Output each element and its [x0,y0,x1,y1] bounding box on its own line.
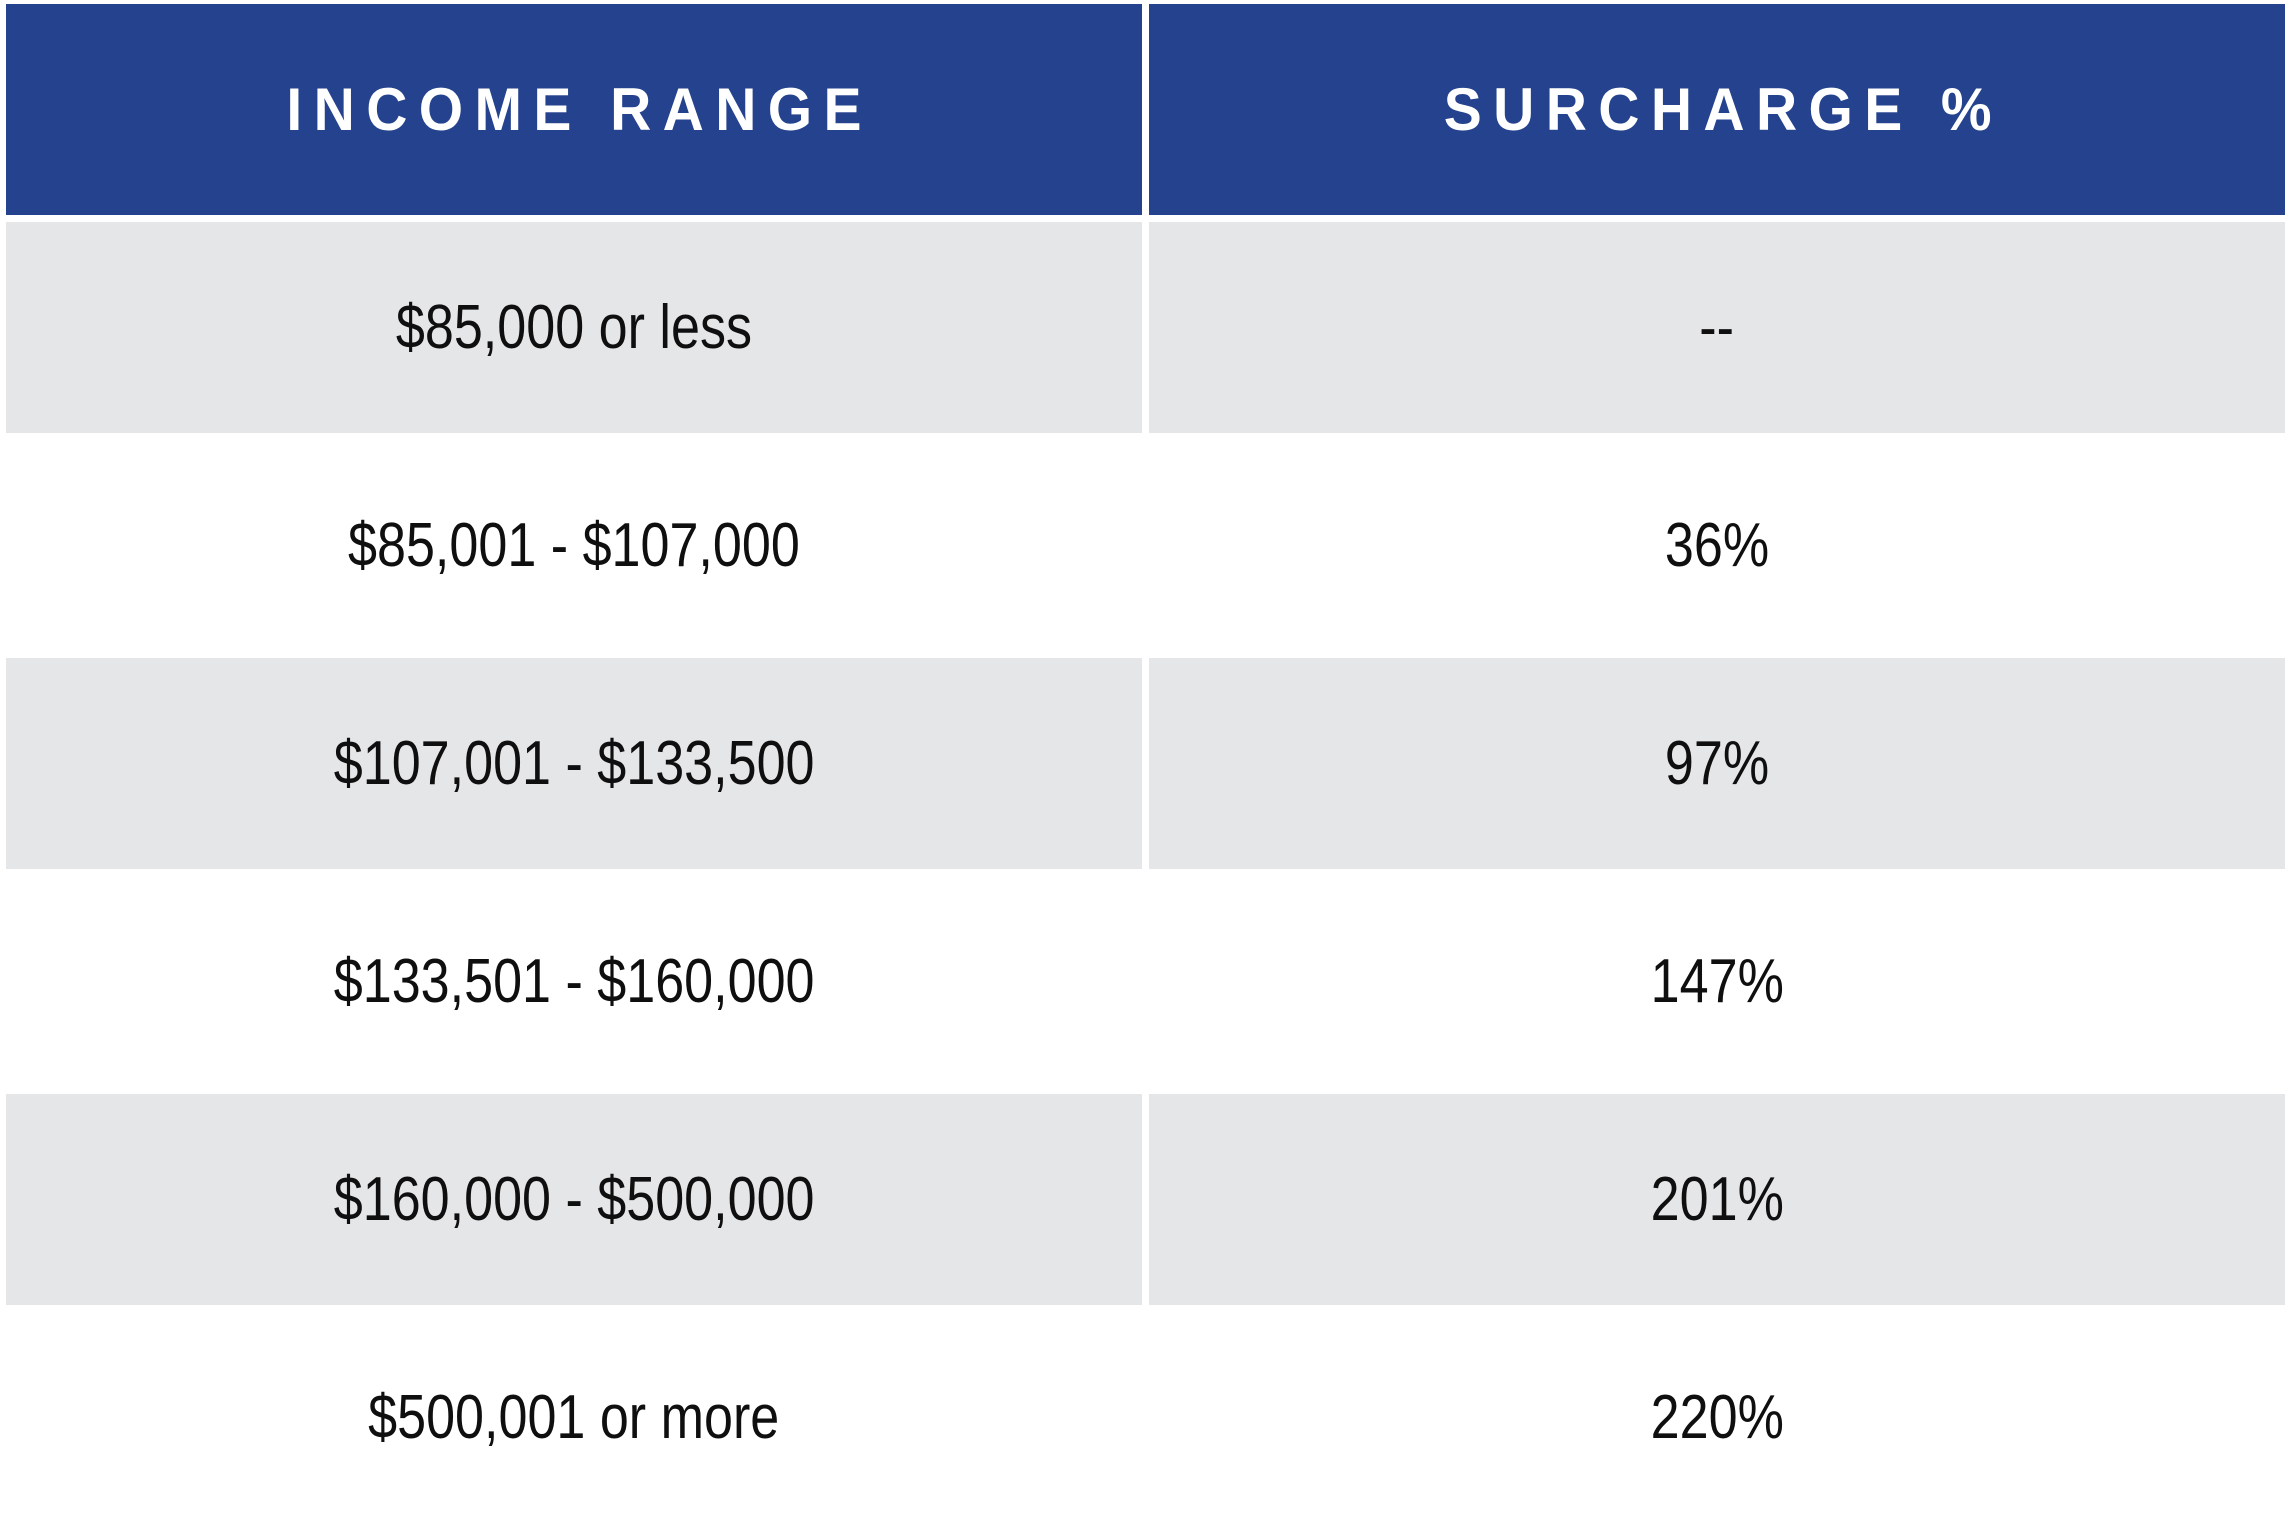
surcharge-value: 201% [1650,1165,1784,1234]
income-range-cell: $85,001 - $107,000 [6,440,1142,651]
surcharge-cell: 201% [1149,1094,2285,1305]
surcharge-header: SURCHARGE % [1149,4,2285,215]
income-range-cell: $160,000 - $500,000 [6,1094,1142,1305]
income-range-value: $107,001 - $133,500 [333,729,815,798]
income-range-value: $160,000 - $500,000 [333,1165,815,1234]
income-range-value: $85,001 - $107,000 [348,511,800,580]
income-range-header-label: INCOME RANGE [286,76,874,143]
surcharge-cell: 36% [1149,440,2285,651]
surcharge-value: 97% [1664,729,1770,798]
surcharge-header-label: SURCHARGE % [1443,76,2003,143]
surcharge-value: 147% [1650,947,1784,1016]
surcharge-cell: 220% [1149,1312,2285,1517]
income-range-cell: $133,501 - $160,000 [6,876,1142,1087]
surcharge-value: 220% [1650,1383,1784,1452]
surcharge-cell: 147% [1149,876,2285,1087]
surcharge-cell: -- [1149,222,2285,433]
surcharge-value: 36% [1664,511,1770,580]
income-range-value: $85,000 or less [395,293,753,362]
income-range-value: $500,001 or more [368,1383,780,1452]
income-range-value: $133,501 - $160,000 [333,947,815,1016]
income-range-cell: $500,001 or more [6,1312,1142,1517]
income-range-cell: $107,001 - $133,500 [6,658,1142,869]
surcharge-value: -- [1699,293,1735,362]
income-range-header: INCOME RANGE [6,4,1142,215]
income-range-cell: $85,000 or less [6,222,1142,433]
surcharge-cell: 97% [1149,658,2285,869]
